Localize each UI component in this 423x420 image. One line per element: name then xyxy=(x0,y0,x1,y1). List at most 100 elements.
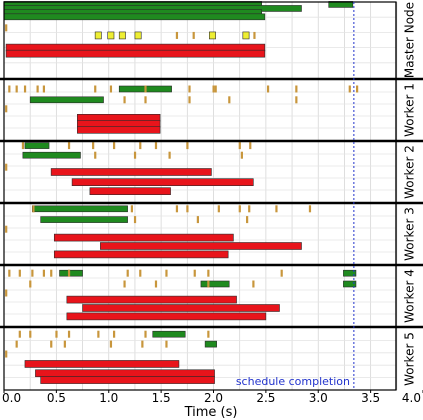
x-tick-label: 4.0 xyxy=(402,391,421,405)
worker-2-red-bar xyxy=(50,168,212,176)
worker-4-red-bar xyxy=(82,304,280,312)
row-label: Worker 4 xyxy=(403,269,417,323)
master-node-yellow-bar xyxy=(107,31,115,40)
worker-1-event-tick xyxy=(188,85,191,93)
worker-1-event-tick xyxy=(94,85,97,93)
worker-4-event-tick xyxy=(207,269,210,277)
worker-4-event-tick xyxy=(8,269,11,277)
worker-5-event-tick xyxy=(29,330,32,338)
worker-1-event-tick xyxy=(295,96,298,104)
worker-3-event-tick xyxy=(238,205,241,213)
worker-2-event-tick xyxy=(94,151,97,159)
worker-1-event-tick xyxy=(23,85,27,93)
worker-4-red-bar xyxy=(66,295,237,304)
master-node-event-tick xyxy=(5,24,8,32)
worker-2-event-tick xyxy=(168,151,171,159)
worker-2-event-tick xyxy=(139,142,142,150)
plot-frame xyxy=(3,1,397,391)
worker-5-event-tick xyxy=(112,330,116,338)
worker-5-red-bar xyxy=(40,376,215,384)
worker-2-event-tick xyxy=(5,163,8,171)
worker-5-red-bar xyxy=(35,369,215,378)
master-node-yellow-bar xyxy=(209,31,216,40)
worker-3-event-tick xyxy=(248,205,251,213)
worker-4-event-tick xyxy=(165,269,168,277)
worker-5-event-tick xyxy=(15,340,18,348)
worker-5-event-tick xyxy=(5,350,8,358)
worker-3-red-bar xyxy=(53,250,229,259)
worker-3-event-tick xyxy=(217,205,220,213)
worker-1-event-tick xyxy=(36,85,39,93)
x-tick-label: 2.5 xyxy=(256,391,275,405)
worker-3-red-bar xyxy=(53,233,234,242)
x-tick-label: 1.5 xyxy=(152,391,171,405)
grid-layer xyxy=(4,2,398,390)
master-node-yellow-bar xyxy=(134,31,142,40)
worker-5-green-bar xyxy=(152,330,186,338)
worker-1-event-tick xyxy=(212,85,215,93)
worker-4-event-tick xyxy=(126,269,129,277)
worker-1-event-tick xyxy=(356,85,359,93)
worker-2-event-tick xyxy=(240,151,243,159)
x-tick-label: 3.5 xyxy=(361,391,380,405)
row-label: Worker 3 xyxy=(403,207,417,261)
worker-4-event-tick xyxy=(123,280,126,288)
worker-4-event-tick xyxy=(18,269,21,277)
worker-5-event-tick xyxy=(207,330,210,338)
worker-1-event-tick xyxy=(5,105,8,113)
x-tick-label: 1.0 xyxy=(99,391,118,405)
master-node-red-bar xyxy=(5,49,266,58)
worker-2-red-bar xyxy=(71,178,254,186)
master-node-event-tick xyxy=(175,31,179,39)
worker-4-event-tick xyxy=(50,269,53,277)
worker-2-green-bar xyxy=(24,142,50,149)
worker-1-red-bar xyxy=(77,126,161,134)
x-tick-label: 3.0 xyxy=(309,391,328,405)
frame-layer xyxy=(0,1,423,391)
worker-3-event-tick xyxy=(246,216,249,224)
worker-2-event-tick xyxy=(154,142,158,150)
x-tick-layer: 0.0 0.5 1.0 1.5 2.0 2.5 3.0 3.5 4.0 xyxy=(2,390,423,405)
worker-2-event-tick xyxy=(249,142,252,150)
worker-1-event-tick xyxy=(8,85,11,93)
worker-3-event-tick xyxy=(186,205,189,213)
worker-5-event-tick xyxy=(55,330,58,338)
worker-5-event-tick xyxy=(63,340,66,348)
worker-4-event-tick xyxy=(280,269,283,277)
worker-4-green-bar xyxy=(343,280,357,288)
worker-3-green-bar xyxy=(31,205,128,213)
worker-1-event-tick xyxy=(266,85,270,93)
worker-1-event-tick xyxy=(15,85,18,93)
row-label: Worker 1 xyxy=(403,83,417,137)
worker-2-event-tick xyxy=(133,151,137,159)
worker-5-event-tick xyxy=(97,330,100,338)
worker-4-event-tick xyxy=(207,280,210,288)
x-tick-label: 0.5 xyxy=(47,391,66,405)
x-tick-label: 2.0 xyxy=(204,391,223,405)
worker-5-event-tick xyxy=(109,340,113,348)
worker-1-event-tick xyxy=(348,85,351,93)
worker-3-event-tick xyxy=(175,205,179,213)
master-node-event-tick xyxy=(192,31,195,39)
row-label: Master Node xyxy=(403,2,417,78)
worker-2-event-tick xyxy=(238,142,241,150)
worker-5-red-bar xyxy=(24,360,180,368)
worker-4-event-tick xyxy=(31,269,34,277)
worker-1-event-tick xyxy=(188,96,191,104)
worker-2-red-bar xyxy=(89,187,171,195)
worker-3-green-bar xyxy=(40,216,128,223)
worker-3-event-tick xyxy=(32,205,35,213)
worker-4-green-bar xyxy=(200,280,230,288)
worker-4-event-tick xyxy=(42,269,46,277)
worker-3-event-tick xyxy=(308,205,312,213)
worker-1-event-tick xyxy=(228,96,231,104)
master-node-yellow-bar xyxy=(94,31,102,40)
x-axis-label: Time (s) xyxy=(184,405,238,420)
master-node-yellow-bar xyxy=(118,31,126,40)
x-tick-label: 0.0 xyxy=(2,391,21,405)
row-label: Worker 5 xyxy=(403,332,417,386)
worker-3-event-tick xyxy=(130,205,133,213)
worker-5-event-tick xyxy=(50,340,53,348)
master-node-event-tick xyxy=(253,31,256,39)
